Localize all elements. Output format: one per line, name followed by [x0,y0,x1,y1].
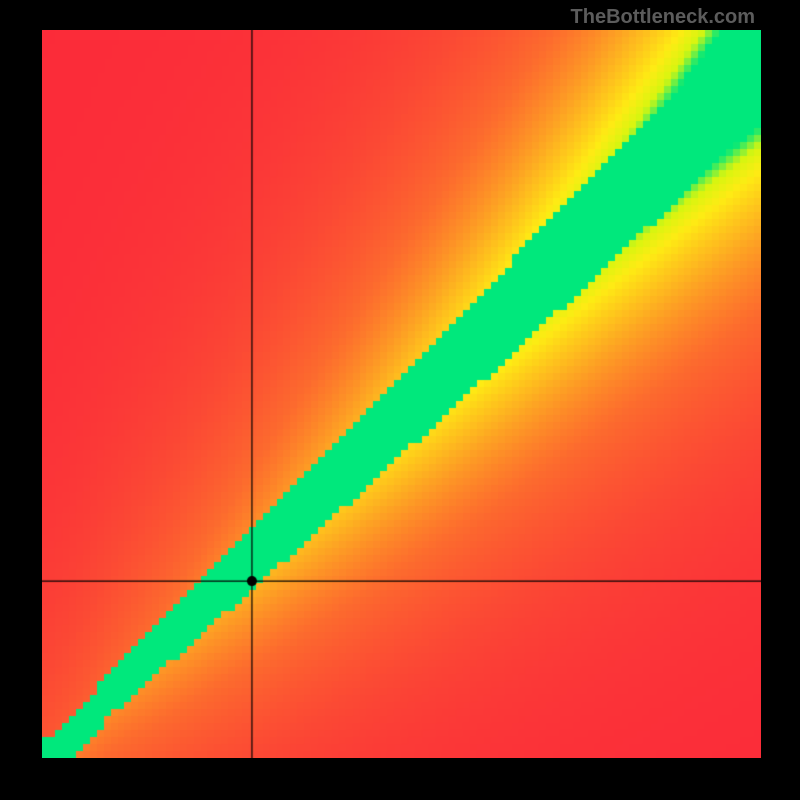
chart-container: { "watermark": { "text": "TheBottleneck.… [0,0,800,800]
watermark-text: TheBottleneck.com [571,6,755,29]
bottleneck-heatmap [42,30,761,758]
